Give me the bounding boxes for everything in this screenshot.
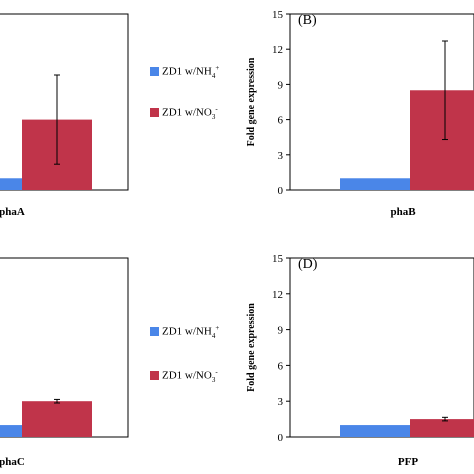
panel-d-panel-label: (D) — [298, 257, 318, 272]
legend-swatch-nh4 — [150, 326, 159, 336]
legend-swatch-nh4 — [150, 66, 159, 76]
panel-a-chart: phaA — [0, 13, 129, 218]
legend-no3-bottom: ZD1 w/NO3- — [150, 368, 218, 384]
panel-d-y-tick-label: 3 — [278, 396, 284, 408]
panel-d-y-tick-label: 0 — [278, 432, 284, 444]
panel-d-x-category-label: PFP — [398, 456, 418, 468]
panel-d-chart: 0 3 6 9 12 15 Fold gene expression (D) PFP — [246, 253, 474, 468]
panel-d-y-tick-label: 12 — [272, 289, 283, 301]
legend-nh4-bottom: ZD1 w/NH4+ — [150, 324, 219, 340]
panel-d-plot-frame — [289, 257, 474, 438]
panel-d-y-tick-label: 15 — [272, 253, 284, 265]
legend-nh4-top: ZD1 w/NH4+ — [150, 64, 219, 80]
panel-d-y-axis-label: Fold gene expression — [246, 303, 257, 392]
panel-b-y-axis-label: Fold gene expression — [246, 57, 257, 146]
panel-c-x-category-label: phaC — [0, 456, 25, 468]
panel-b-y-tick-label: 0 — [278, 185, 284, 197]
panel-b-bar-nh4 — [340, 178, 410, 190]
panel-b-chart: 0 3 6 9 12 15 Fold gene expression (B) phaB — [246, 9, 474, 218]
panel-b-x-category-label: phaB — [390, 206, 416, 218]
panel-b-bar-no3 — [410, 90, 474, 190]
panel-b-y-tick-label: 9 — [278, 79, 284, 91]
panel-c-bar-no3 — [22, 401, 92, 437]
panel-c-chart: phaC — [0, 257, 129, 468]
panel-d-bar-no3 — [410, 419, 474, 437]
panel-b-y-tick-label: 6 — [278, 115, 284, 127]
panel-d-y-tick-label: 9 — [278, 325, 284, 337]
panel-b-y-tick-label: 3 — [278, 150, 284, 162]
legend-swatch-no3 — [150, 107, 159, 117]
panel-d-y-tick-label: 6 — [278, 360, 284, 372]
panel-a-x-category-label: phaA — [0, 206, 25, 218]
panel-b-panel-label: (B) — [298, 13, 317, 28]
panel-d-bar-nh4 — [340, 425, 410, 437]
panel-b-y-tick-label: 12 — [272, 44, 283, 56]
legend-swatch-no3 — [150, 370, 159, 380]
panel-b-y-tick-label: 15 — [272, 9, 284, 21]
legend-no3-top: ZD1 w/NO3- — [150, 105, 218, 121]
